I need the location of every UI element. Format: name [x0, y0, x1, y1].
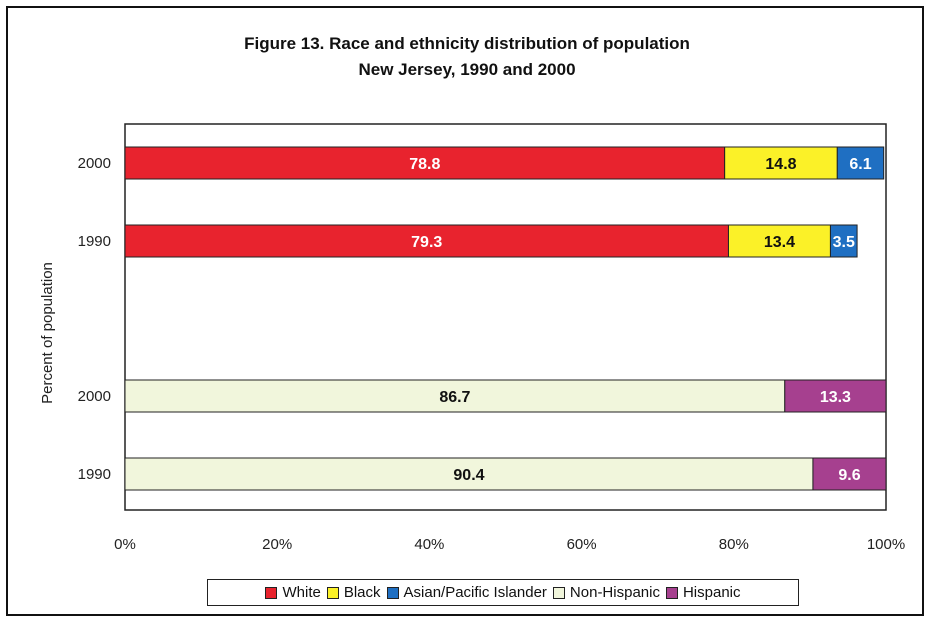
chart-title: Figure 13. Race and ethnicity distributi… [244, 34, 690, 53]
legend-item: Hispanic [665, 584, 741, 601]
data-label: 14.8 [765, 156, 796, 173]
legend-label: Black [343, 584, 381, 601]
legend-label: Non-Hispanic [569, 584, 660, 601]
data-label: 9.6 [838, 467, 860, 484]
data-label: 79.3 [411, 234, 442, 251]
legend-item: Black [326, 584, 381, 601]
data-label: 13.3 [820, 389, 851, 406]
x-tick-label: 80% [719, 536, 749, 553]
chart-subtitle: New Jersey, 1990 and 2000 [358, 60, 576, 79]
legend-item: Asian/Pacific Islander [386, 584, 547, 601]
y-axis-label: Percent of population [39, 262, 56, 404]
legend-label: Hispanic [682, 584, 741, 601]
chart-legend: White Black Asian/Pacific Islander Non-Hisp… [207, 579, 799, 606]
plot-area [124, 123, 887, 511]
category-label: 2000 [78, 388, 111, 405]
x-tick-label: 60% [567, 536, 597, 553]
legend-label: White [282, 584, 321, 601]
legend-swatch [665, 586, 678, 599]
category-label: 1990 [78, 233, 111, 250]
category-label: 1990 [78, 466, 111, 483]
legend-swatch [326, 586, 339, 599]
legend-label: Asian/Pacific Islander [403, 584, 547, 601]
legend-item: Non-Hispanic [552, 584, 660, 601]
data-label: 86.7 [439, 389, 470, 406]
bar-segment [727, 224, 831, 258]
bar-segment [784, 379, 887, 413]
data-label: 3.5 [833, 234, 855, 251]
data-label: 6.1 [849, 156, 871, 173]
legend-swatch [552, 586, 565, 599]
x-tick-label: 20% [262, 536, 292, 553]
data-label: 90.4 [453, 467, 484, 484]
legend-item: White [265, 584, 321, 601]
legend-swatch [265, 586, 278, 599]
category-label: 2000 [78, 155, 111, 172]
data-label: 78.8 [409, 156, 440, 173]
legend-swatch [386, 586, 399, 599]
x-tick-label: 40% [414, 536, 444, 553]
bar-segment [724, 146, 838, 180]
bar-segment [124, 224, 729, 258]
x-tick-label: 0% [114, 536, 136, 553]
bar-segment [836, 146, 885, 180]
data-label: 13.4 [764, 234, 795, 251]
x-tick-label: 100% [867, 536, 905, 553]
bar-segment [124, 379, 786, 413]
bar-segment [829, 224, 858, 258]
bar-segment [812, 457, 887, 491]
